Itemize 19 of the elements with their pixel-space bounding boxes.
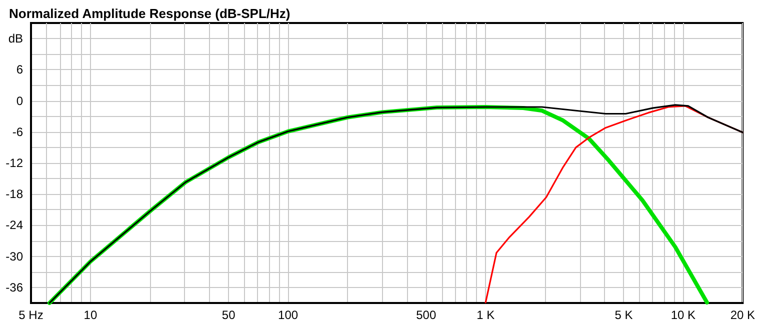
x-tick-label: 20 K [730, 308, 755, 322]
chart-title: Normalized Amplitude Response (dB-SPL/Hz) [9, 6, 290, 21]
y-tick-label: 0 [16, 94, 24, 108]
y-tick-label: -36 [6, 280, 24, 294]
x-tick-label: 5 Hz [18, 308, 44, 322]
y-tick-label: -18 [6, 187, 24, 202]
x-tick-label: 50 [222, 308, 236, 322]
y-tick-label: dB [8, 32, 23, 46]
x-tick-label: 10 [84, 308, 98, 322]
y-tick-label: 6 [16, 62, 24, 77]
x-tick-label: 1 K [476, 308, 495, 322]
x-tick-label: 10 K [670, 308, 696, 322]
y-tick-label: -12 [6, 156, 24, 170]
x-tick-label: 5 K [614, 308, 633, 322]
x-tick-label: 500 [416, 308, 436, 322]
x-tick-label: 100 [278, 308, 298, 322]
y-tick-label: -6 [12, 124, 24, 139]
y-tick-label: -24 [6, 218, 24, 232]
y-tick-label: -30 [6, 249, 24, 264]
